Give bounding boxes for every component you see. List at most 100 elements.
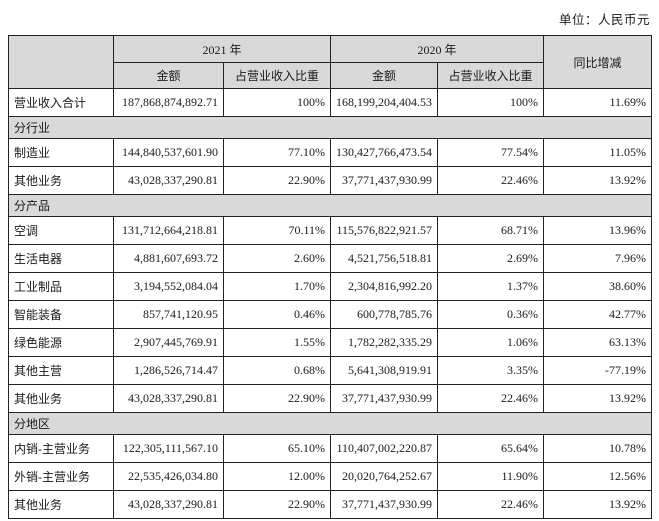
amount-2020-cell: 37,771,437,930.99 [330, 490, 439, 519]
amount-2021-cell: 857,741,120.95 [113, 300, 224, 329]
yoy-cell: 13.92% [543, 490, 653, 519]
amount-2020-cell: 1,782,282,335.29 [330, 328, 439, 357]
pct-2021-cell: 0.68% [222, 356, 332, 385]
table-row: 其他业务 43,028,337,290.81 22.90% 37,771,437,93… [8, 166, 653, 195]
amount-2021-cell: 2,907,445,769.91 [113, 328, 224, 357]
row-label: 其他业务 [8, 384, 114, 413]
pct-2020-cell: 77.54% [437, 138, 545, 167]
pct-2021-cell: 22.90% [222, 490, 332, 519]
table-row: 其他业务 43,028,337,290.81 22.90% 37,771,437,93… [8, 490, 653, 519]
table-row: 绿色能源 2,907,445,769.91 1.55% 1,782,282,335.2… [8, 328, 653, 357]
header-year-2020: 2020 年 [330, 35, 545, 63]
row-label: 智能装备 [8, 300, 114, 329]
table-header: 2021 年 2020 年 同比增减 金额 占营业收入比重 金额 占营业收入比重 [8, 35, 653, 89]
pct-2020-cell: 1.06% [437, 328, 545, 357]
header-amount-2020: 金额 [330, 62, 439, 89]
amount-2020-cell: 110,407,002,220.87 [330, 434, 439, 463]
row-label: 其他主营 [8, 356, 114, 385]
header-year-2021: 2021 年 [112, 35, 332, 63]
row-label: 制造业 [8, 138, 114, 167]
pct-2020-cell: 22.46% [437, 384, 545, 413]
pct-2021-cell: 22.90% [222, 166, 332, 195]
table-row: 内销-主营业务 122,305,111,567.10 65.10% 110,407,0… [8, 434, 653, 463]
section-header-row: 分产品 [7, 194, 653, 217]
amount-2021-cell: 43,028,337,290.81 [113, 384, 224, 413]
amount-2020-cell: 4,521,756,518.81 [330, 244, 439, 273]
header-row-measures: 金额 占营业收入比重 金额 占营业收入比重 [9, 62, 652, 89]
yoy-cell: 11.69% [543, 88, 653, 117]
table-row: 工业制品 3,194,552,084.04 1.70% 2,304,816,992.2… [8, 272, 653, 301]
pct-2020-cell: 2.69% [437, 244, 545, 273]
currency-unit-label: 单位：人民币元 [558, 13, 650, 27]
amount-2020-cell: 37,771,437,930.99 [330, 166, 439, 195]
table-row: 其他业务 43,028,337,290.81 22.90% 37,771,437,93… [8, 384, 653, 413]
row-label: 生活电器 [8, 244, 114, 273]
amount-2020-cell: 115,576,822,921.57 [330, 216, 439, 245]
pct-2020-cell: 3.35% [437, 356, 545, 385]
amount-2021-cell: 22,535,426,034.80 [113, 462, 224, 491]
pct-2020-cell: 1.37% [437, 272, 545, 301]
yoy-cell: 7.96% [543, 244, 653, 273]
pct-2021-cell: 77.10% [222, 138, 332, 167]
row-label: 其他业务 [8, 490, 114, 519]
amount-2021-cell: 187,868,874,892.71 [113, 88, 224, 117]
yoy-cell: 42.77% [543, 300, 653, 329]
section-label: 分行业 [7, 116, 653, 139]
amount-2020-cell: 37,771,437,930.99 [330, 384, 439, 413]
amount-2021-cell: 131,712,664,218.81 [113, 216, 224, 245]
amount-2021-cell: 1,286,526,714.47 [113, 356, 224, 385]
pct-2021-cell: 2.60% [222, 244, 332, 273]
header-blank-corner [8, 35, 114, 89]
table-body: 营业收入合计 187,868,874,892.71 100% 168,199,204,… [7, 88, 653, 519]
amount-2020-cell: 20,020,764,252.67 [330, 462, 439, 491]
table-row: 制造业 144,840,537,601.90 77.10% 130,427,766,4… [8, 138, 653, 167]
section-label: 分地区 [7, 412, 653, 435]
yoy-cell: 13.92% [543, 384, 653, 413]
table-row: 外销-主营业务 22,535,426,034.80 12.00% 20,020,764… [8, 462, 653, 491]
yoy-cell: 10.78% [543, 434, 653, 463]
amount-2020-cell: 600,778,785.76 [330, 300, 439, 329]
header-pct-2020: 占营业收入比重 [437, 62, 545, 89]
row-label: 外销-主营业务 [8, 462, 114, 491]
pct-2021-cell: 100% [222, 88, 332, 117]
row-label: 空调 [8, 216, 114, 245]
section-label: 分产品 [7, 194, 653, 217]
pct-2021-cell: 0.46% [222, 300, 332, 329]
pct-2021-cell: 1.70% [222, 272, 332, 301]
amount-2021-cell: 144,840,537,601.90 [113, 138, 224, 167]
amount-2021-cell: 4,881,607,693.72 [113, 244, 224, 273]
table-row: 空调 131,712,664,218.81 70.11% 115,576,822,92… [8, 216, 653, 245]
row-label: 内销-主营业务 [8, 434, 114, 463]
table-row: 其他主营 1,286,526,714.47 0.68% 5,641,308,919.9… [8, 356, 653, 385]
pct-2020-cell: 68.71% [437, 216, 545, 245]
yoy-cell: 12.56% [543, 462, 653, 491]
row-label: 工业制品 [8, 272, 114, 301]
pct-2020-cell: 11.90% [437, 462, 545, 491]
pct-2021-cell: 65.10% [222, 434, 332, 463]
pct-2021-cell: 1.55% [222, 328, 332, 357]
pct-2020-cell: 22.46% [437, 490, 545, 519]
yoy-cell: 13.96% [543, 216, 653, 245]
yoy-cell: 13.92% [543, 166, 653, 195]
pct-2021-cell: 12.00% [222, 462, 332, 491]
header-amount-2021: 金额 [113, 62, 224, 89]
yoy-cell: 63.13% [543, 328, 653, 357]
yoy-cell: -77.19% [543, 356, 653, 385]
pct-2020-cell: 100% [437, 88, 545, 117]
header-yoy-change: 同比增减 [543, 35, 653, 89]
section-header-row: 分地区 [7, 412, 653, 435]
amount-2020-cell: 2,304,816,992.20 [330, 272, 439, 301]
amount-2021-cell: 122,305,111,567.10 [113, 434, 224, 463]
pct-2020-cell: 0.36% [437, 300, 545, 329]
amount-2021-cell: 43,028,337,290.81 [113, 490, 224, 519]
section-header-row: 分行业 [7, 116, 653, 139]
amount-2021-cell: 3,194,552,084.04 [113, 272, 224, 301]
pct-2020-cell: 65.64% [437, 434, 545, 463]
row-label: 营业收入合计 [8, 88, 114, 117]
amount-2021-cell: 43,028,337,290.81 [113, 166, 224, 195]
pct-2020-cell: 22.46% [437, 166, 545, 195]
header-row-years: 2021 年 2020 年 同比增减 [8, 35, 653, 89]
yoy-cell: 11.05% [543, 138, 653, 167]
amount-2020-cell: 168,199,204,404.53 [330, 88, 439, 117]
pct-2021-cell: 70.11% [222, 216, 332, 245]
